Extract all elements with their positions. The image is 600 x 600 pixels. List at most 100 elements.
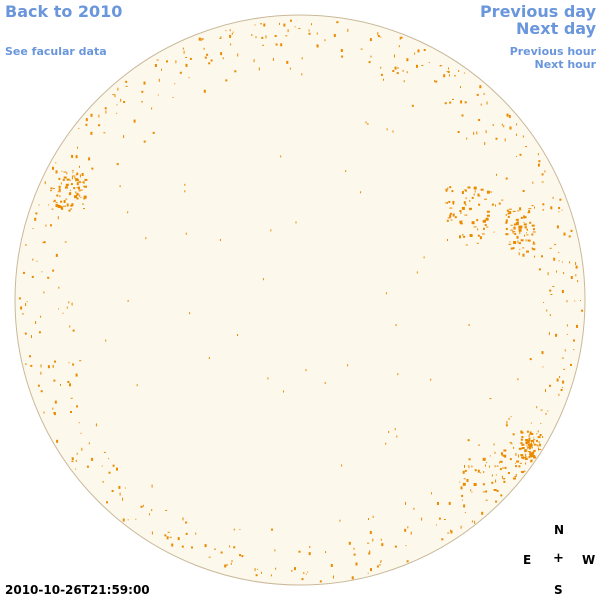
facula-speck bbox=[88, 157, 91, 161]
next-hour-link[interactable]: Next hour bbox=[534, 58, 597, 71]
facula-speck bbox=[505, 213, 507, 216]
facula-speck bbox=[172, 96, 174, 98]
facula-speck bbox=[536, 445, 539, 447]
facula-speck bbox=[485, 490, 488, 493]
facula-speck bbox=[524, 234, 525, 237]
facula-speck bbox=[505, 177, 508, 180]
facula-speck bbox=[203, 89, 206, 93]
facula-speck bbox=[41, 271, 43, 273]
facula-speck bbox=[541, 351, 544, 355]
facula-speck bbox=[556, 378, 559, 382]
facula-speck bbox=[518, 447, 522, 450]
facula-speck bbox=[507, 215, 510, 218]
facula-speck bbox=[463, 478, 466, 480]
facula-speck bbox=[195, 532, 197, 535]
facula-speck bbox=[528, 434, 530, 438]
facula-speck bbox=[151, 484, 153, 488]
facula-speck bbox=[448, 74, 450, 77]
facula-speck bbox=[230, 562, 232, 565]
facula-speck bbox=[482, 483, 485, 486]
facula-speck bbox=[201, 38, 203, 40]
facula-speck bbox=[452, 213, 455, 217]
facula-speck bbox=[533, 440, 535, 444]
facula-speck bbox=[81, 447, 83, 451]
facula-speck bbox=[501, 475, 503, 479]
facula-speck bbox=[520, 216, 523, 219]
facula-speck bbox=[50, 187, 53, 190]
facula-speck bbox=[526, 229, 528, 231]
facula-speck bbox=[522, 135, 524, 138]
facula-speck bbox=[529, 452, 533, 456]
facula-speck bbox=[189, 57, 192, 60]
facula-speck bbox=[133, 119, 136, 123]
facula-speck bbox=[568, 235, 571, 238]
facula-speck bbox=[421, 517, 423, 521]
facula-speck bbox=[421, 65, 424, 66]
facula-speck bbox=[542, 203, 545, 206]
facula-speck bbox=[496, 173, 497, 176]
facula-speck bbox=[477, 193, 480, 197]
facula-speck bbox=[476, 131, 478, 135]
facula-speck bbox=[510, 224, 513, 226]
facula-speck bbox=[463, 189, 466, 191]
facula-speck bbox=[517, 454, 519, 458]
facula-speck bbox=[280, 155, 282, 158]
facula-speck bbox=[465, 203, 467, 206]
facula-speck bbox=[112, 464, 115, 467]
facula-speck bbox=[517, 210, 520, 212]
facula-speck bbox=[414, 52, 416, 55]
facula-speck bbox=[541, 255, 543, 258]
facula-speck bbox=[175, 60, 177, 64]
facula-speck bbox=[254, 568, 256, 572]
facula-speck bbox=[495, 479, 497, 483]
previous-hour-link[interactable]: Previous hour bbox=[509, 45, 596, 58]
facula-speck bbox=[522, 253, 525, 257]
facula-speck bbox=[31, 275, 34, 278]
facula-speck bbox=[75, 191, 77, 194]
facula-speck bbox=[477, 228, 479, 231]
next-day-link[interactable]: Next day bbox=[516, 19, 596, 38]
facula-speck bbox=[445, 202, 448, 204]
facula-speck bbox=[446, 219, 449, 222]
facula-speck bbox=[181, 545, 184, 548]
facula-speck bbox=[500, 494, 503, 497]
previous-day-link[interactable]: Previous day bbox=[479, 2, 596, 21]
facula-speck bbox=[519, 153, 522, 156]
facula-speck bbox=[116, 163, 119, 166]
facula-speck bbox=[464, 464, 465, 468]
see-facular-data-link[interactable]: See facular data bbox=[5, 45, 107, 58]
facula-speck bbox=[449, 207, 453, 209]
facula-speck bbox=[466, 479, 469, 482]
facula-speck bbox=[229, 29, 231, 32]
facula-speck bbox=[119, 185, 121, 188]
facula-speck bbox=[345, 170, 347, 173]
facula-speck bbox=[510, 229, 514, 231]
facula-speck bbox=[360, 191, 362, 194]
facula-speck bbox=[388, 431, 390, 433]
facula-speck bbox=[545, 389, 546, 393]
facula-speck bbox=[71, 176, 73, 180]
facula-speck bbox=[55, 202, 58, 204]
facula-speck bbox=[239, 554, 241, 557]
facula-speck bbox=[514, 476, 517, 477]
facula-speck bbox=[503, 479, 505, 481]
facula-speck bbox=[515, 473, 517, 477]
facula-speck bbox=[203, 47, 205, 50]
facula-speck bbox=[532, 455, 536, 457]
facula-speck bbox=[392, 130, 394, 133]
back-to-year-link[interactable]: Back to 2010 bbox=[5, 2, 123, 21]
facula-speck bbox=[485, 464, 486, 467]
facula-speck bbox=[333, 34, 336, 37]
facula-speck bbox=[549, 289, 552, 292]
facula-speck bbox=[443, 519, 446, 520]
facula-speck bbox=[231, 32, 233, 35]
facula-speck bbox=[261, 36, 264, 39]
facula-speck bbox=[136, 384, 138, 387]
facula-speck bbox=[255, 574, 258, 577]
facula-speck bbox=[265, 35, 267, 39]
facula-speck bbox=[486, 210, 490, 213]
facula-speck bbox=[72, 175, 76, 177]
facula-speck bbox=[230, 43, 232, 46]
facula-speck bbox=[333, 575, 334, 579]
facula-speck bbox=[355, 562, 358, 566]
